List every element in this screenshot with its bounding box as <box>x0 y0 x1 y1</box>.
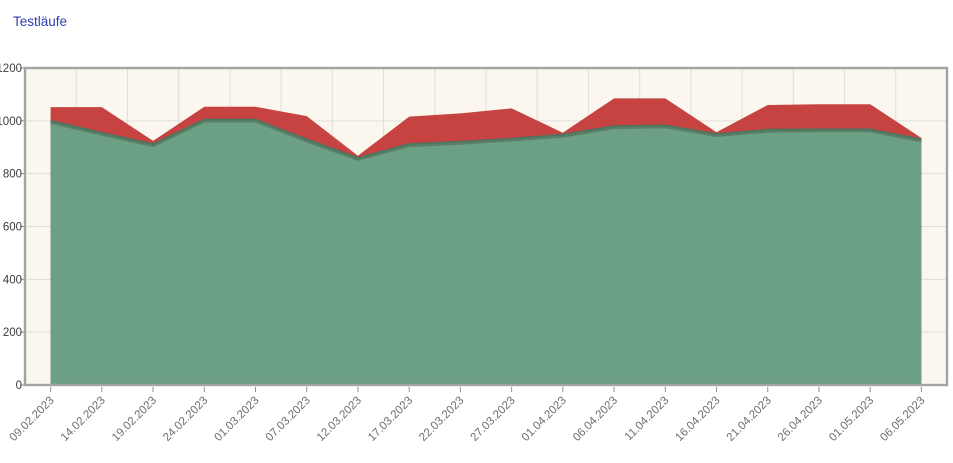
y-tick-label: 400 <box>3 274 22 286</box>
green-edge-line <box>50 118 922 159</box>
y-tick-label: 1000 <box>0 116 22 128</box>
x-tick-label: 11.04.2023 <box>623 395 672 444</box>
x-tick-label: 06.05.2023 <box>878 395 927 444</box>
x-tick-label: 26.04.2023 <box>776 395 825 444</box>
x-axis-labels: 09.02.2023 14.02.2023 19.02.2023 24.02.2023… <box>8 395 928 444</box>
green-area <box>50 119 922 385</box>
x-tick-label: 21.04.2023 <box>725 395 774 444</box>
x-tick-label: 01.05.2023 <box>827 395 876 444</box>
y-tick-label: 800 <box>3 169 22 181</box>
y-axis-labels: 0 200 400 600 800 1000 1200 <box>0 63 22 392</box>
y-tick-label: 0 <box>16 380 22 392</box>
series-areas <box>50 98 922 386</box>
axis-ticks <box>20 67 922 392</box>
boundary-shadow <box>50 119 922 161</box>
x-tick-label: 12.03.2023 <box>315 395 364 444</box>
chart-title-link[interactable]: Testläufe <box>13 14 68 29</box>
x-tick-label: 07.03.2023 <box>264 395 313 444</box>
x-tick-label: 22.03.2023 <box>417 395 466 444</box>
y-tick-label: 200 <box>3 327 22 339</box>
plot-border <box>23 66 949 387</box>
x-tick-label: 01.04.2023 <box>520 395 569 444</box>
x-tick-label: 17.03.2023 <box>366 395 415 444</box>
y-tick-label: 600 <box>3 222 22 234</box>
x-tick-label: 16.04.2023 <box>673 395 722 444</box>
x-tick-label: 14.02.2023 <box>59 395 108 444</box>
x-tick-label: 19.02.2023 <box>110 395 159 444</box>
x-tick-label: 06.04.2023 <box>571 395 620 444</box>
x-tick-label: 09.02.2023 <box>8 395 57 444</box>
x-tick-label: 01.03.2023 <box>212 395 261 444</box>
x-tick-label: 27.03.2023 <box>469 395 518 444</box>
y-tick-label: 1200 <box>0 63 22 75</box>
x-tick-label: 24.02.2023 <box>161 395 210 444</box>
